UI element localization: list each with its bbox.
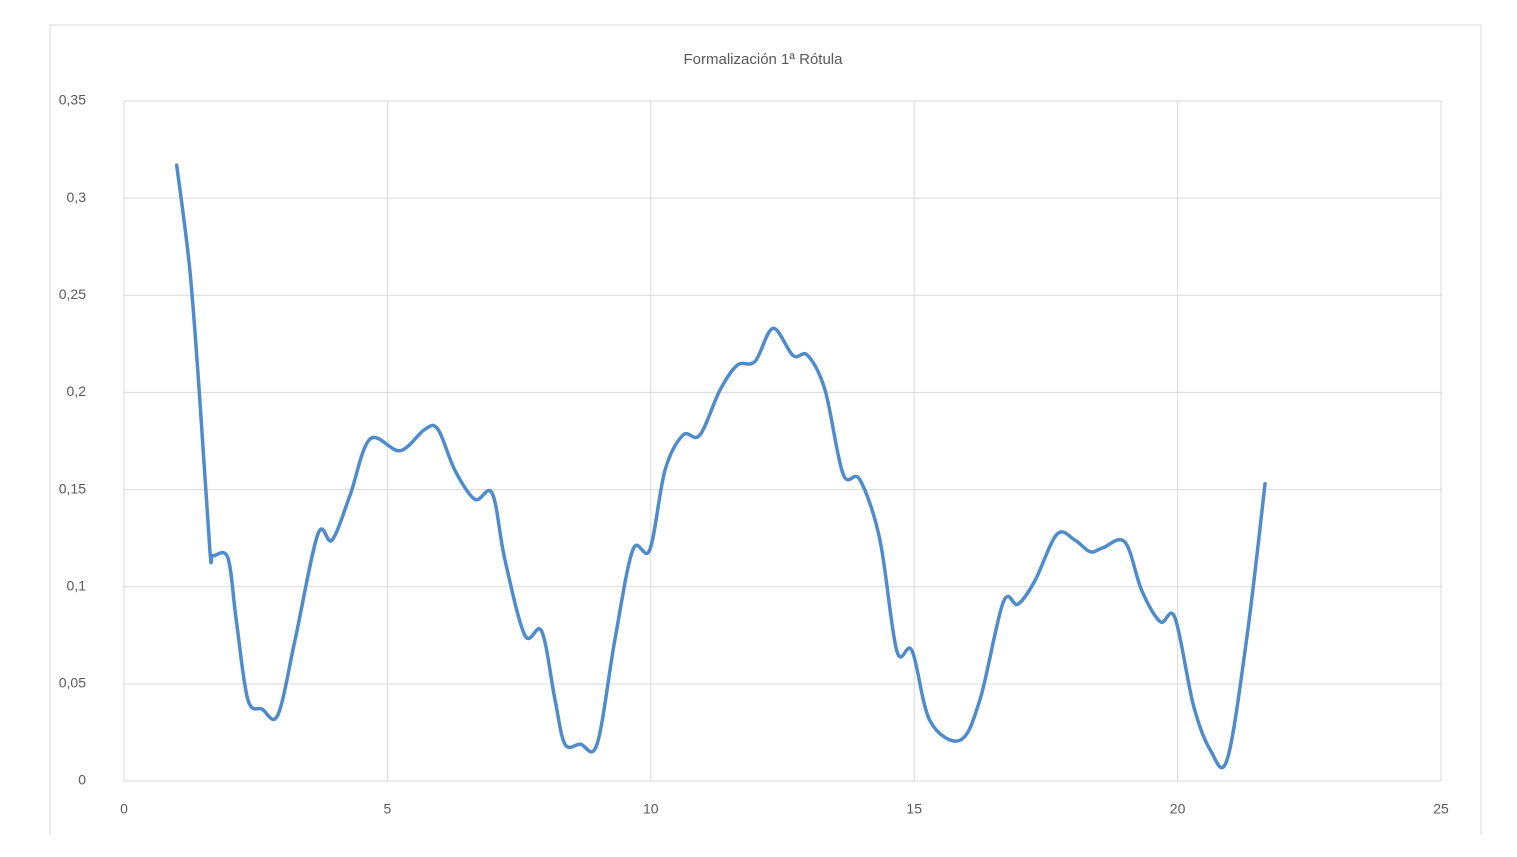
data-line xyxy=(174,163,1267,770)
y-tick-label: 0,3 xyxy=(67,189,87,205)
y-tick-label: 0,25 xyxy=(59,286,86,302)
x-tick-label: 25 xyxy=(1433,801,1449,817)
chart-title: Formalización 1ª Rótula xyxy=(684,51,844,68)
x-tick-label: 15 xyxy=(906,801,922,817)
y-tick-label: 0,05 xyxy=(59,675,86,691)
x-tick-label: 0 xyxy=(120,801,128,817)
y-tick-label: 0,1 xyxy=(67,577,87,593)
x-tick-label: 10 xyxy=(643,801,659,817)
chart-border xyxy=(49,24,1482,835)
x-tick-label: 5 xyxy=(384,801,392,817)
y-tick-label: 0,15 xyxy=(59,480,86,496)
y-tick-label: 0 xyxy=(78,772,86,788)
y-tick-label: 0,2 xyxy=(67,383,87,399)
x-tick-label: 20 xyxy=(1170,801,1186,817)
y-tick-label: 0,35 xyxy=(59,92,86,108)
